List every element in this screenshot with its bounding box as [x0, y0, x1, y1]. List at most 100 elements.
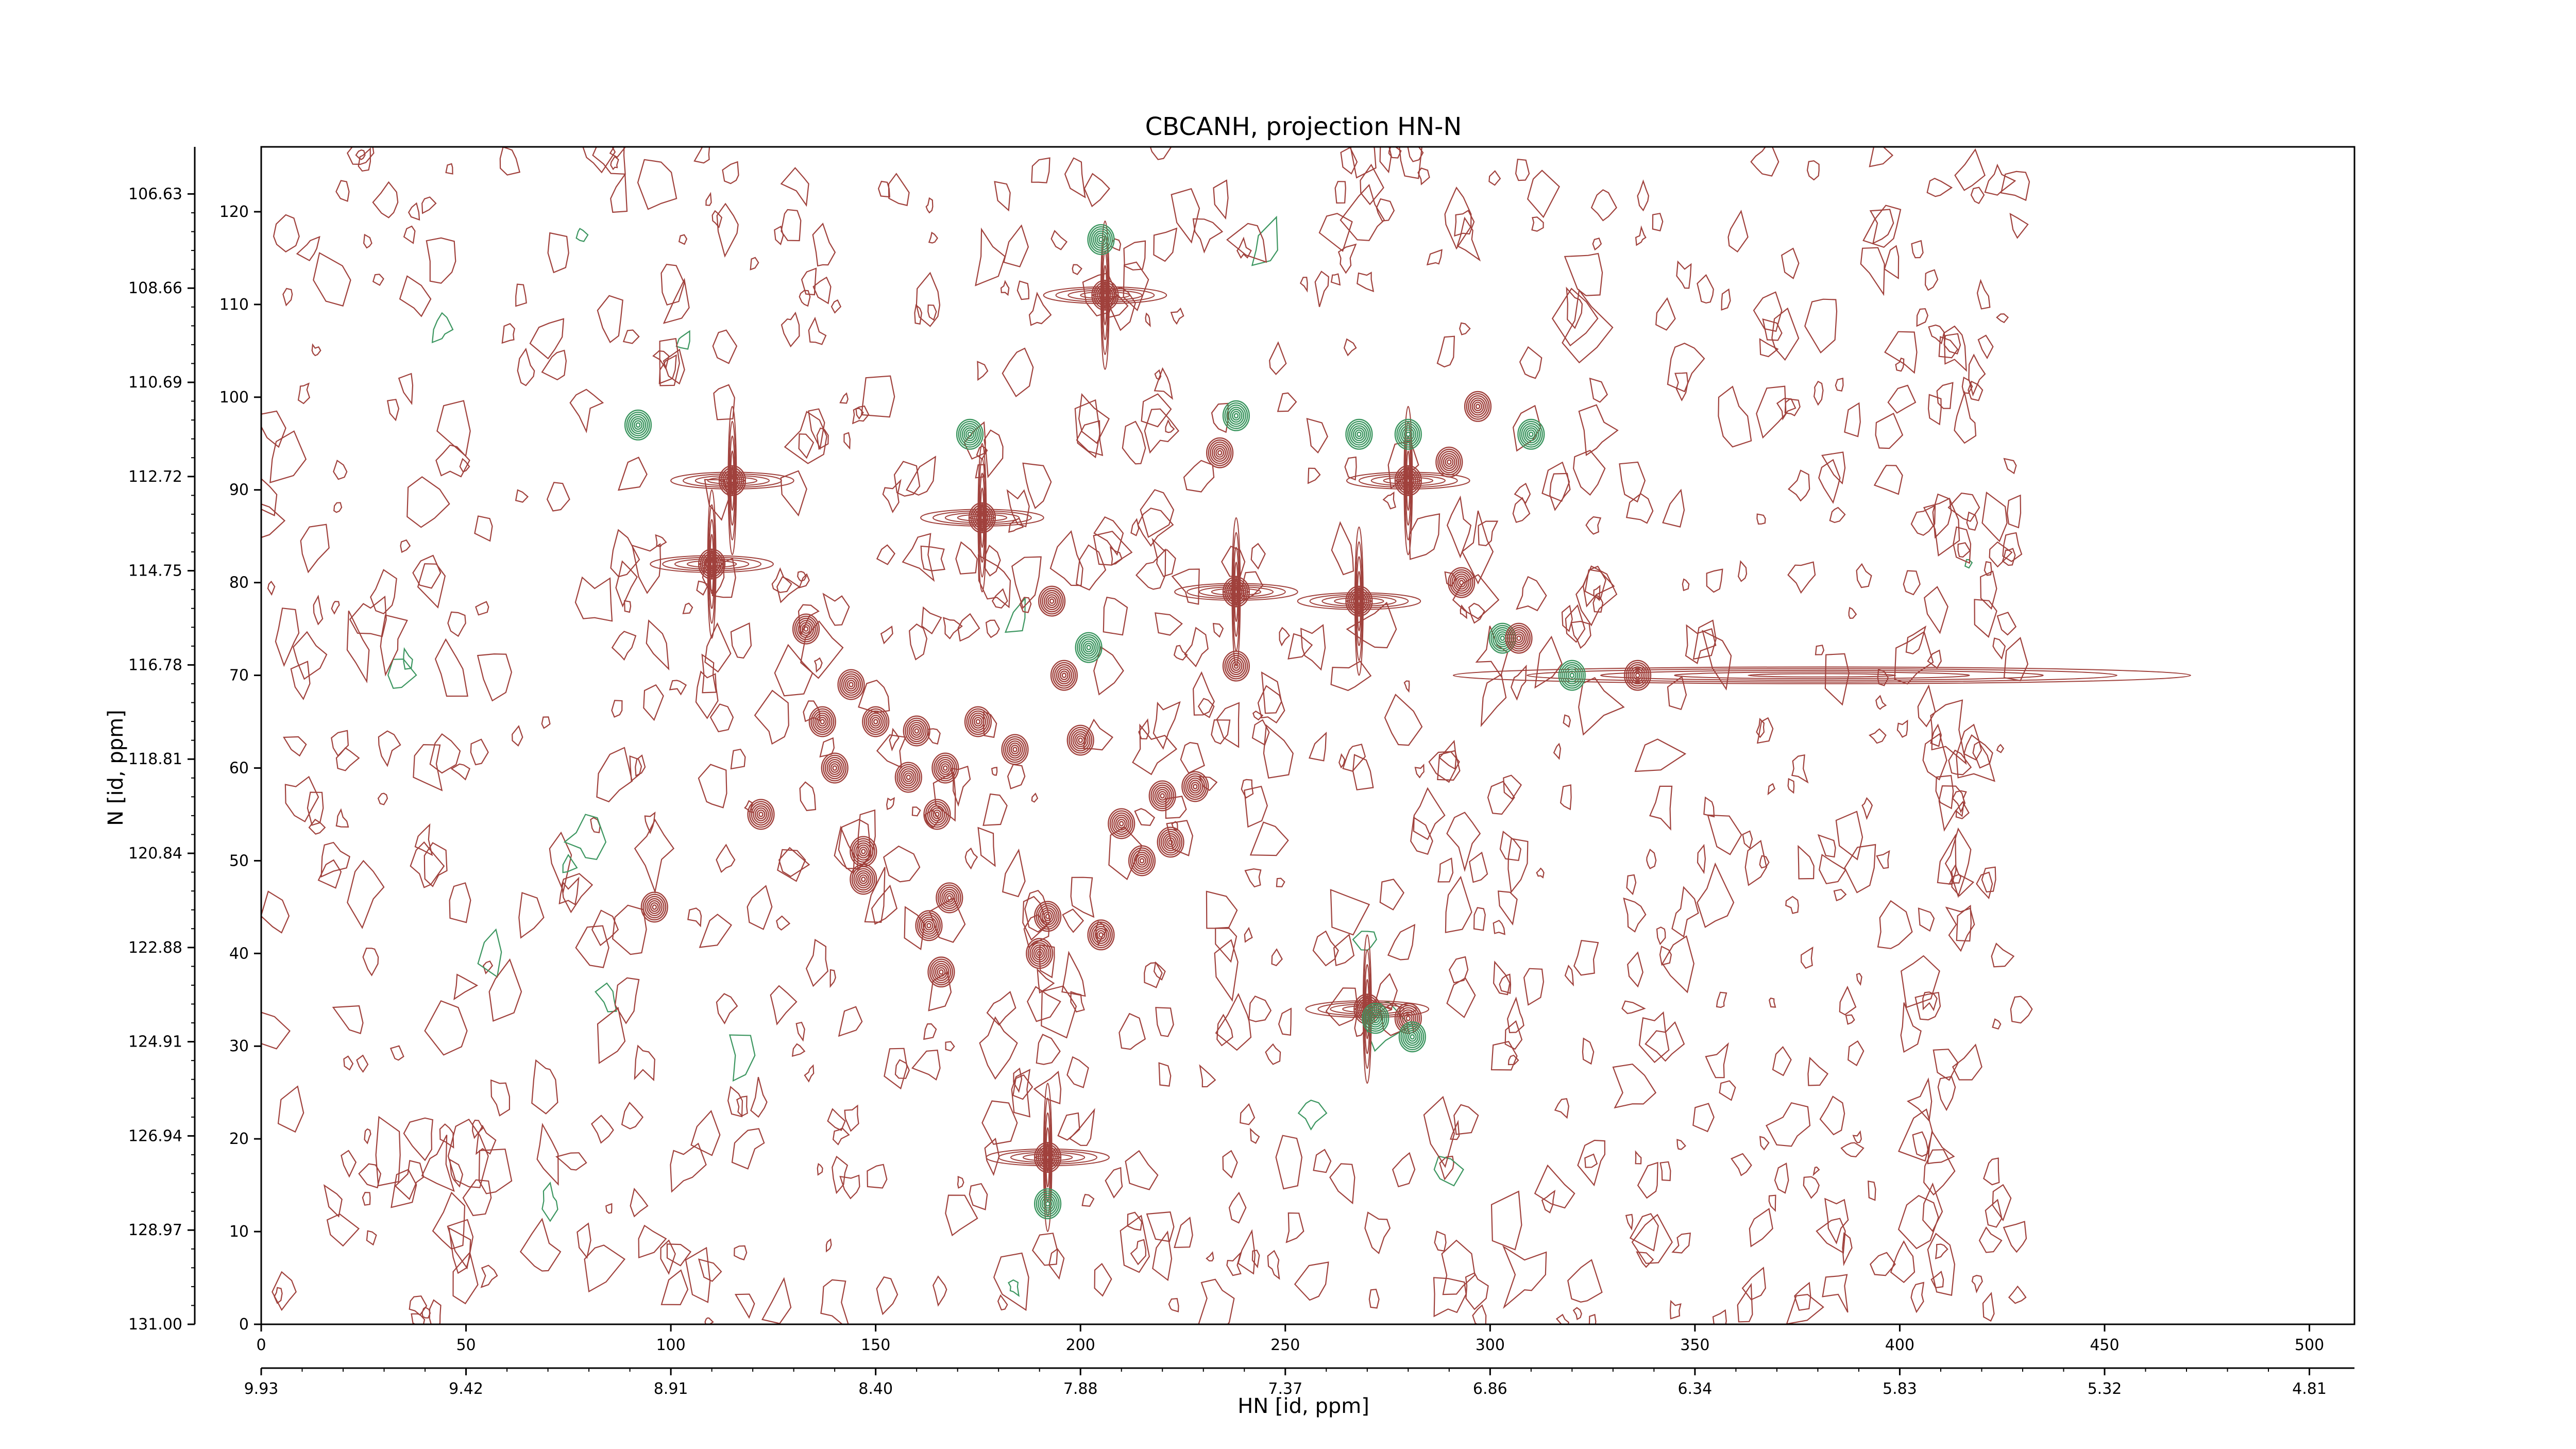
noise-contour	[1446, 812, 1481, 872]
x-tick-label: 500	[2295, 1336, 2324, 1354]
peak-contour	[792, 613, 820, 645]
peak-contour	[1042, 589, 1062, 613]
x-tick-label: 100	[656, 1336, 685, 1354]
peak-contour	[859, 874, 868, 884]
noise-contour	[478, 1148, 513, 1194]
noise-contour	[1894, 631, 1934, 685]
noise-contour	[1263, 724, 1294, 779]
peak-contour	[960, 423, 980, 446]
peak-contour	[1224, 578, 1248, 605]
peak-contour	[705, 557, 718, 571]
peak-contour-group	[1362, 1003, 1389, 1034]
peak-contour	[979, 515, 985, 521]
peak-contour	[1049, 598, 1055, 604]
noise-contour	[1895, 357, 1905, 372]
peak-contour	[976, 511, 989, 525]
peak-contour-group	[1038, 585, 1066, 617]
peak-contour	[1400, 471, 1417, 490]
noise-contour	[447, 1219, 474, 1270]
peak-contour	[1349, 423, 1369, 446]
peak-contour	[1208, 439, 1232, 466]
noise-contour	[630, 1187, 649, 1218]
ridge-contour	[1067, 290, 1143, 301]
noise-contour	[1318, 213, 1353, 252]
y-tick-label: 0	[239, 1316, 249, 1334]
noise-contour	[569, 389, 604, 433]
noise-contour	[1655, 297, 1676, 331]
noise-contour	[1523, 968, 1545, 1006]
noise-contour	[617, 457, 648, 491]
peak-contour	[1094, 232, 1108, 247]
peak-contour	[1359, 1000, 1376, 1018]
noise-contour	[1631, 1214, 1673, 1264]
noise-contour	[1516, 576, 1547, 612]
noise-contour	[1180, 742, 1205, 774]
noise-contour	[1041, 985, 1077, 1039]
y-tick-label: 30	[229, 1037, 249, 1055]
x-axis-ppm: 9.93 9.42 8.91 8.40 7.88 7.37 6.86 6.34 5.83 5.32…	[244, 1367, 2354, 1398]
noise-contour	[1572, 449, 1606, 496]
noise-contour	[1499, 831, 1521, 862]
noise-contour	[1833, 888, 1847, 902]
noise-contour	[1835, 377, 1844, 392]
noise-contour	[1924, 269, 1939, 291]
y-tick-label: 90	[229, 481, 249, 499]
noise-contour	[421, 1306, 431, 1319]
ridge-contour	[1748, 673, 1896, 678]
peak-contour	[1050, 660, 1078, 691]
noise-contour	[982, 793, 1008, 826]
x-tick-label: 450	[2090, 1336, 2119, 1354]
peak-contour-group	[1624, 660, 1652, 691]
noise-contour	[1277, 392, 1297, 412]
noise-contour	[799, 781, 817, 812]
peak-contour	[1078, 636, 1099, 659]
peak-contour	[1059, 670, 1069, 681]
noise-contour	[1074, 399, 1101, 459]
peak-contour	[929, 958, 953, 986]
peak-contour	[1152, 784, 1173, 807]
peak-contour	[632, 418, 645, 432]
y-ppm-tick-label: 118.81	[128, 750, 182, 768]
peak-contour	[1164, 835, 1177, 849]
noise-contour	[977, 361, 989, 381]
noise-contour	[1407, 147, 1424, 162]
peak-contour	[930, 807, 943, 821]
noise-contour	[994, 181, 1011, 212]
noise-contour	[1861, 797, 1873, 820]
noise-contour	[1244, 785, 1268, 828]
noise-contour	[871, 884, 898, 925]
noise-contour	[1933, 1049, 1959, 1081]
peak-contour	[1109, 810, 1133, 837]
peak-contour	[1191, 782, 1200, 791]
noise-contour	[927, 304, 937, 321]
peak-contour	[851, 866, 875, 893]
peak-contour	[1089, 921, 1113, 949]
noise-contour	[1996, 612, 2017, 636]
peak-contour	[869, 714, 882, 729]
noise-contour	[1649, 785, 1673, 831]
peak-contour	[1521, 423, 1541, 446]
noise-contour	[1499, 973, 1512, 995]
peak-contour	[1230, 659, 1243, 673]
noise-contour	[406, 476, 450, 528]
peak-contour	[1183, 773, 1207, 800]
noise-contour	[541, 349, 567, 381]
noise-contour	[1845, 1014, 1855, 1025]
noise-contour	[1146, 1211, 1175, 1242]
noise-contour	[1768, 1194, 1776, 1212]
peak-contour-group	[1091, 279, 1119, 311]
peak-contour	[1624, 660, 1652, 691]
noise-contour	[1132, 723, 1178, 776]
noise-contour	[1379, 147, 1392, 174]
peak-contour	[921, 916, 937, 935]
noise-contour	[893, 461, 921, 497]
noise-contour	[389, 1045, 404, 1061]
noise-contour	[1697, 844, 1706, 874]
peak-contour-group	[1087, 224, 1115, 255]
noise-contour	[563, 814, 607, 861]
peak-contour	[758, 812, 764, 817]
peak-contour	[1087, 919, 1115, 951]
peak-contour	[1091, 279, 1119, 311]
peak-contour	[1396, 467, 1420, 494]
peak-contour	[941, 888, 958, 907]
